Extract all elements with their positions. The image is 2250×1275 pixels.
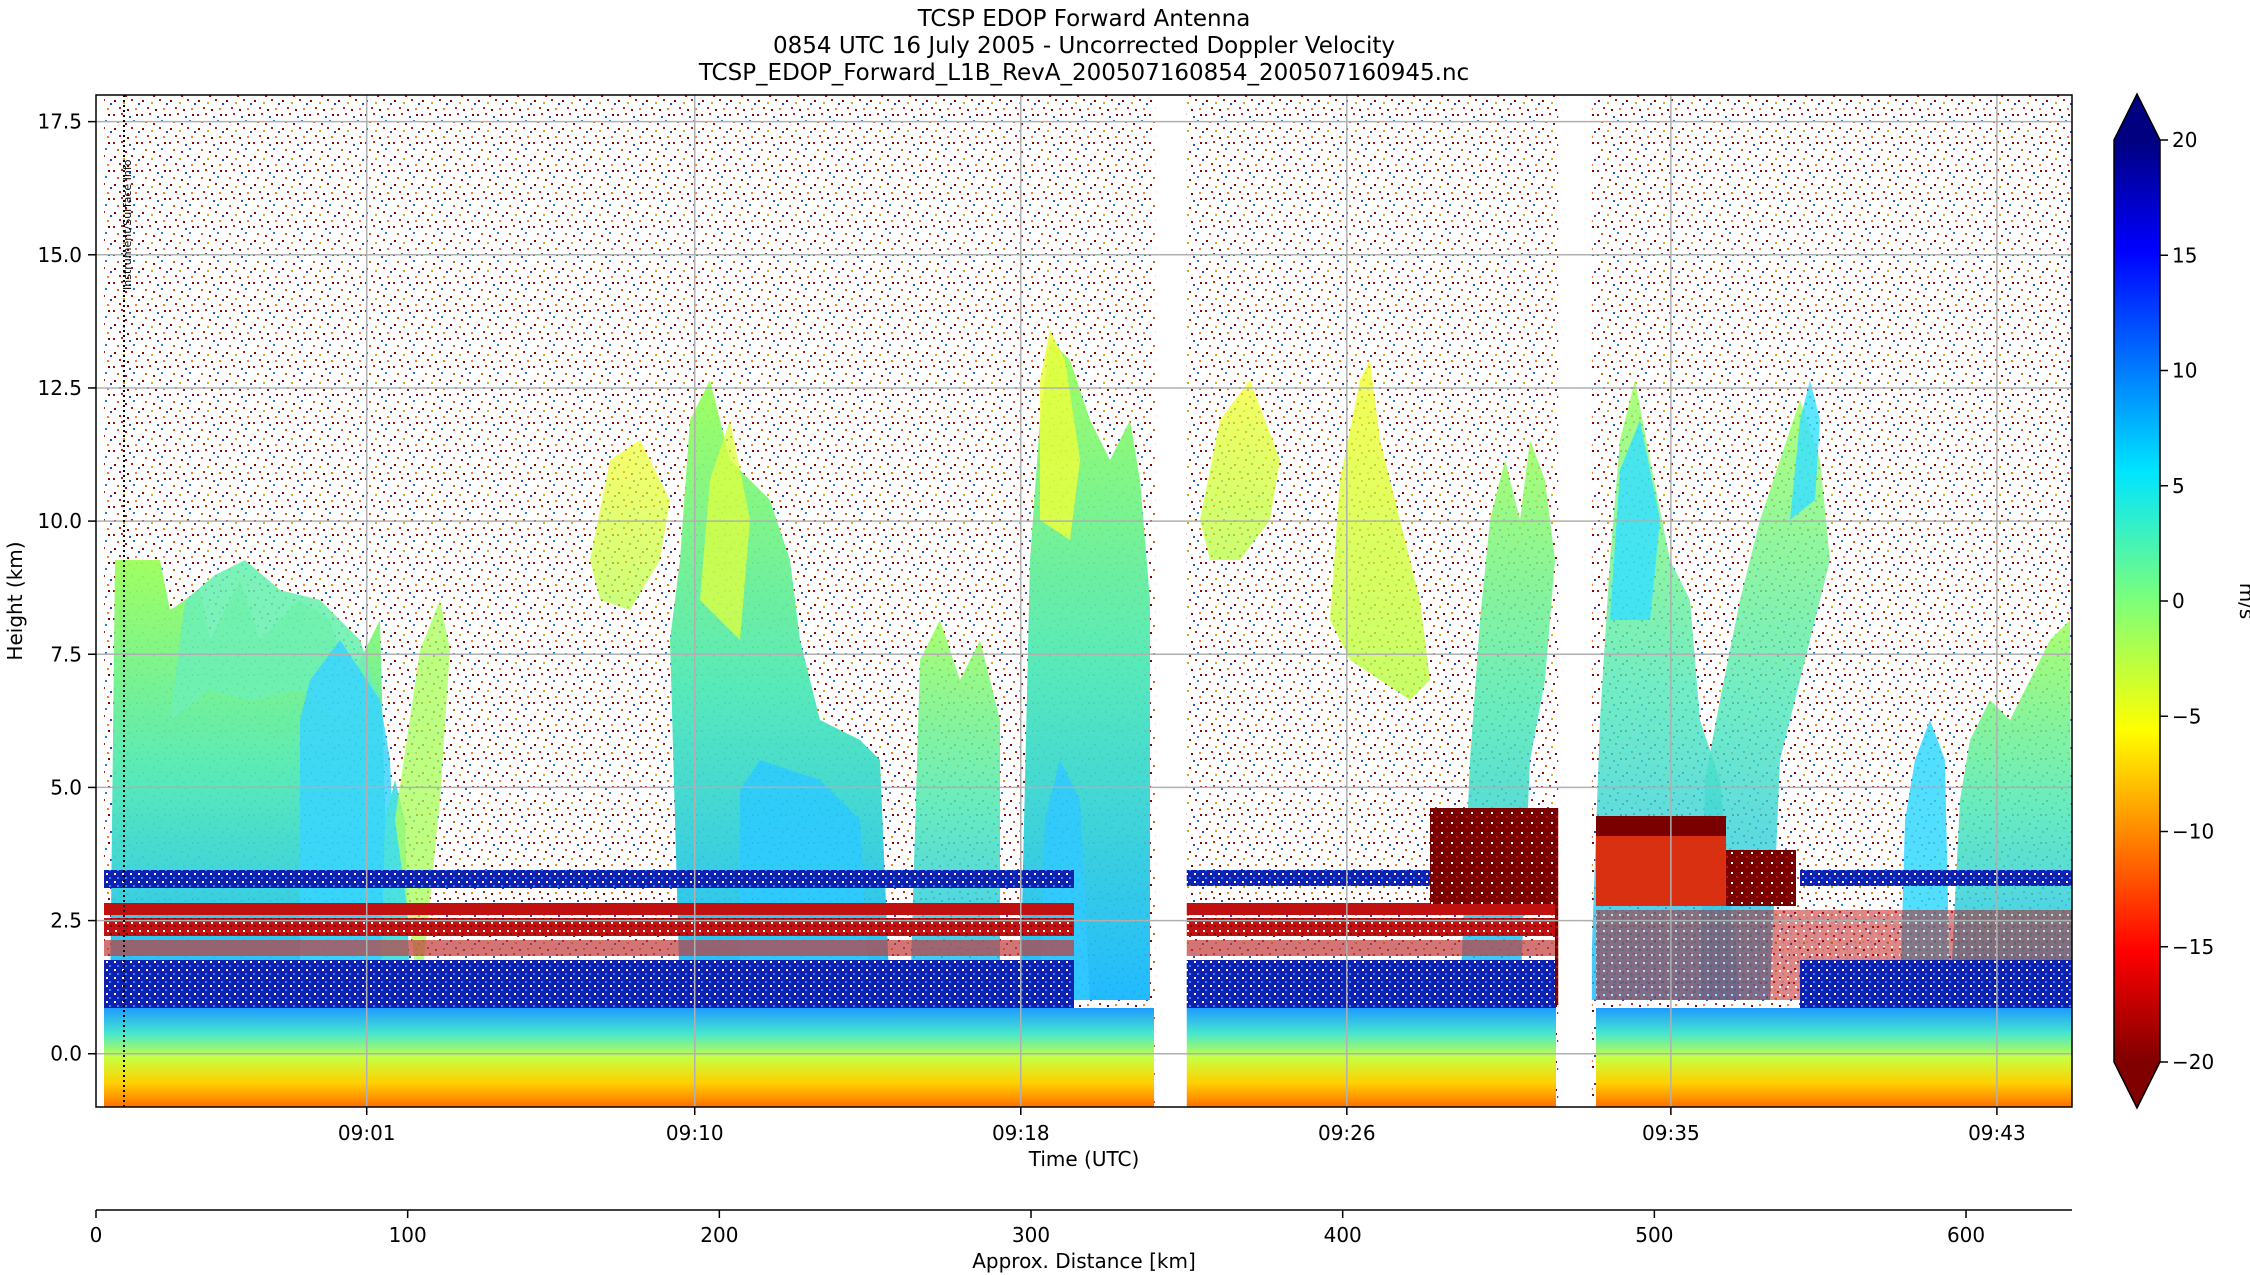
plot-area: Instrument/Surface Info	[96, 95, 2072, 1107]
x-tick-label: 09:43	[1968, 1121, 2026, 1145]
distance-tick-label: 300	[1012, 1223, 1050, 1247]
colorbar-tick-label: −20	[2172, 1050, 2214, 1074]
colorbar-tick-label: 15	[2172, 243, 2197, 267]
y-tick-label: 17.5	[37, 110, 82, 134]
y-tick-label: 7.5	[50, 642, 82, 666]
vertical-annotation: Instrument/Surface Info	[121, 159, 134, 290]
colorbar-tick-label: 0	[2172, 589, 2185, 613]
colorbar-tick-label: −15	[2172, 935, 2214, 959]
x-tick-label: 09:26	[1318, 1121, 1376, 1145]
chart-title-line-3: TCSP_EDOP_Forward_L1B_RevA_200507160854_…	[698, 60, 1469, 86]
y-tick-label: 12.5	[37, 376, 82, 400]
colorbar: −20 −15 −10 −5 0 5 10 15 20 m/s	[2113, 92, 2250, 1110]
x-tick-label: 09:01	[338, 1121, 396, 1145]
distance-tick-label: 0	[90, 1223, 103, 1247]
colorbar-label: m/s	[2235, 583, 2250, 620]
distance-tick-label: 500	[1635, 1223, 1673, 1247]
surface-band-left	[104, 1008, 1154, 1107]
x-axis-label: Time (UTC)	[1028, 1147, 1140, 1171]
colorbar-extend-bottom	[2114, 1062, 2160, 1108]
y-tick-label: 2.5	[50, 909, 82, 933]
surface-band-right	[1596, 1008, 2072, 1107]
surface-band-middle	[1186, 1008, 1556, 1107]
colorbar-ticks: −20 −15 −10 −5 0 5 10 15 20	[2160, 128, 2214, 1074]
distance-tick-label: 400	[1324, 1223, 1362, 1247]
plot-frame	[95, 94, 2073, 1108]
distance-tick-label: 200	[700, 1223, 738, 1247]
data-gap-2	[1558, 95, 1592, 1107]
colorbar-tick-label: −5	[2172, 704, 2201, 728]
colorbar-tick-label: 10	[2172, 359, 2197, 383]
distance-tick-label: 100	[389, 1223, 427, 1247]
x-axis: 09:01 09:10 09:18 09:26 09:35 09:43	[338, 1107, 2026, 1145]
distance-axis: 0 100 200 300 400 500 600	[90, 1210, 1985, 1247]
y-tick-label: 15.0	[37, 243, 82, 267]
data-gap-1	[1155, 95, 1187, 1107]
colorbar-tick-label: 5	[2172, 474, 2185, 498]
y-axis: 0.0 2.5 5.0 7.5 10.0 12.5 15.0 17.5	[37, 110, 96, 1066]
contamination-bands	[104, 808, 2072, 1008]
grid-lines	[96, 95, 2072, 1107]
colorbar-tick-label: −10	[2172, 820, 2214, 844]
distance-tick-label: 600	[1947, 1223, 1985, 1247]
colorbar-tick-label: 20	[2172, 128, 2197, 152]
y-tick-label: 5.0	[50, 775, 82, 799]
y-axis-label: Height (km)	[3, 541, 27, 660]
distance-axis-label: Approx. Distance [km]	[972, 1249, 1196, 1273]
x-tick-label: 09:10	[666, 1121, 724, 1145]
colorbar-gradient	[2114, 140, 2160, 1062]
chart-title-line-2: 0854 UTC 16 July 2005 - Uncorrected Dopp…	[773, 33, 1395, 59]
x-tick-label: 09:18	[992, 1121, 1050, 1145]
y-tick-label: 10.0	[37, 509, 82, 533]
chart-title-line-1: TCSP EDOP Forward Antenna	[917, 6, 1251, 32]
cloud-echoes	[110, 330, 2072, 1000]
colorbar-extend-top	[2114, 94, 2160, 140]
x-tick-label: 09:35	[1642, 1121, 1700, 1145]
y-tick-label: 0.0	[50, 1042, 82, 1066]
